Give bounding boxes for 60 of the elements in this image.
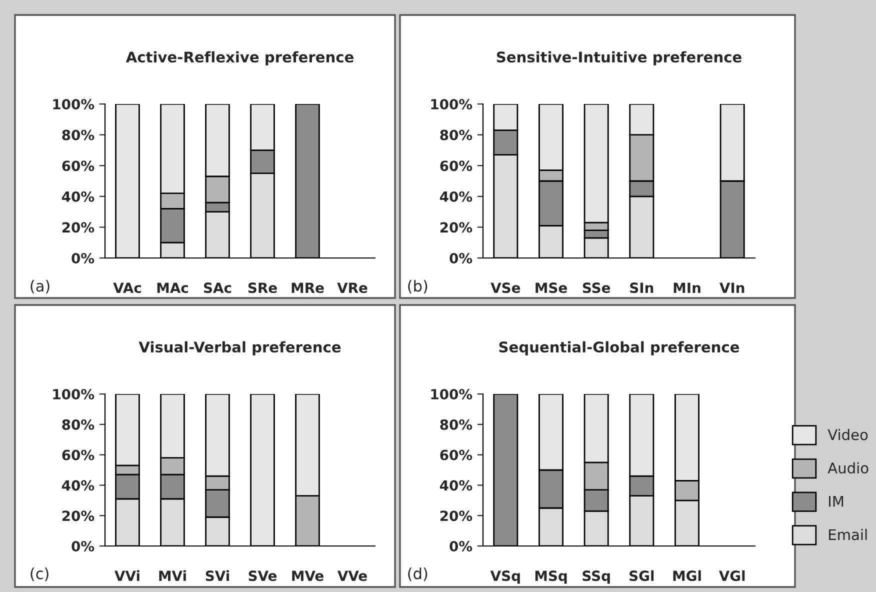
x-tick-label: SVi	[206, 570, 229, 582]
x-tick-label: MAc	[157, 282, 188, 294]
legend-label: Audio	[828, 462, 868, 474]
y-tick-label: 0%	[450, 540, 472, 552]
x-tick-label: MIn	[674, 282, 700, 293]
x-tick-label: MVi	[159, 570, 186, 581]
x-tick-label: VSe	[490, 282, 520, 294]
legend-label: Email	[829, 528, 867, 540]
y-tick-label: 20%	[62, 510, 94, 522]
text: (d)	[408, 567, 428, 582]
y-tick-label: 60%	[62, 160, 94, 172]
text: (a)	[30, 280, 50, 294]
x-tick-label: MVe	[292, 570, 324, 582]
x-tick-label: VAc	[113, 282, 141, 294]
y-tick-label: 0%	[72, 540, 94, 552]
x-tick-label: MSq	[535, 570, 567, 584]
x-tick-label: SIn	[630, 282, 654, 294]
x-tick-label: SVe	[248, 570, 277, 582]
x-tick-label: SGl	[630, 570, 654, 582]
x-tick-label: VVe	[337, 570, 367, 582]
y-tick-label: 100%	[431, 98, 472, 110]
y-tick-label: 0%	[72, 252, 94, 264]
legend-label: IM	[829, 496, 844, 507]
text: (c)	[30, 568, 48, 582]
y-tick-label: 20%	[440, 222, 472, 233]
x-tick-label: SRe	[248, 282, 277, 294]
y-tick-label: 80%	[62, 419, 94, 430]
x-tick-label: VGl	[718, 570, 745, 582]
text: (b)	[408, 280, 428, 294]
x-tick-label: SAc	[204, 282, 232, 294]
y-tick-label: 100%	[53, 388, 94, 400]
y-tick-label: 60%	[440, 160, 472, 172]
x-tick-label: MSe	[536, 282, 567, 294]
y-tick-label: 80%	[440, 419, 472, 430]
y-tick-label: 100%	[53, 98, 94, 110]
x-tick-label: VSq	[490, 570, 520, 584]
y-tick-label: 80%	[440, 130, 472, 140]
y-tick-label: 60%	[440, 450, 472, 460]
x-tick-label: VVi	[114, 570, 140, 581]
chart-title: Sensitive-Intuitive preference	[496, 51, 742, 66]
x-tick-label: MGl	[673, 570, 701, 582]
y-tick-label: 40%	[62, 191, 94, 202]
y-tick-label: 0%	[450, 252, 472, 264]
y-tick-label: 40%	[440, 480, 472, 491]
y-tick-label: 20%	[440, 510, 472, 522]
y-tick-label: 40%	[440, 191, 472, 202]
x-tick-label: SSe	[582, 282, 610, 294]
x-tick-label: VIn	[720, 282, 744, 293]
y-tick-label: 100%	[431, 388, 472, 400]
x-tick-label: SSq	[582, 570, 610, 584]
chart-title: Sequential-Global preference	[499, 341, 740, 356]
y-tick-label: 40%	[62, 480, 94, 491]
x-tick-label: VRe	[337, 282, 368, 294]
x-tick-label: MRe	[292, 282, 324, 294]
chart-title: Active-Reflexive preference	[126, 51, 354, 66]
legend-label: Video	[828, 428, 868, 440]
y-tick-label: 80%	[62, 130, 94, 140]
chart-title: Visual-Verbal preference	[138, 341, 341, 356]
y-tick-label: 20%	[62, 222, 94, 233]
y-tick-label: 60%	[62, 450, 94, 460]
